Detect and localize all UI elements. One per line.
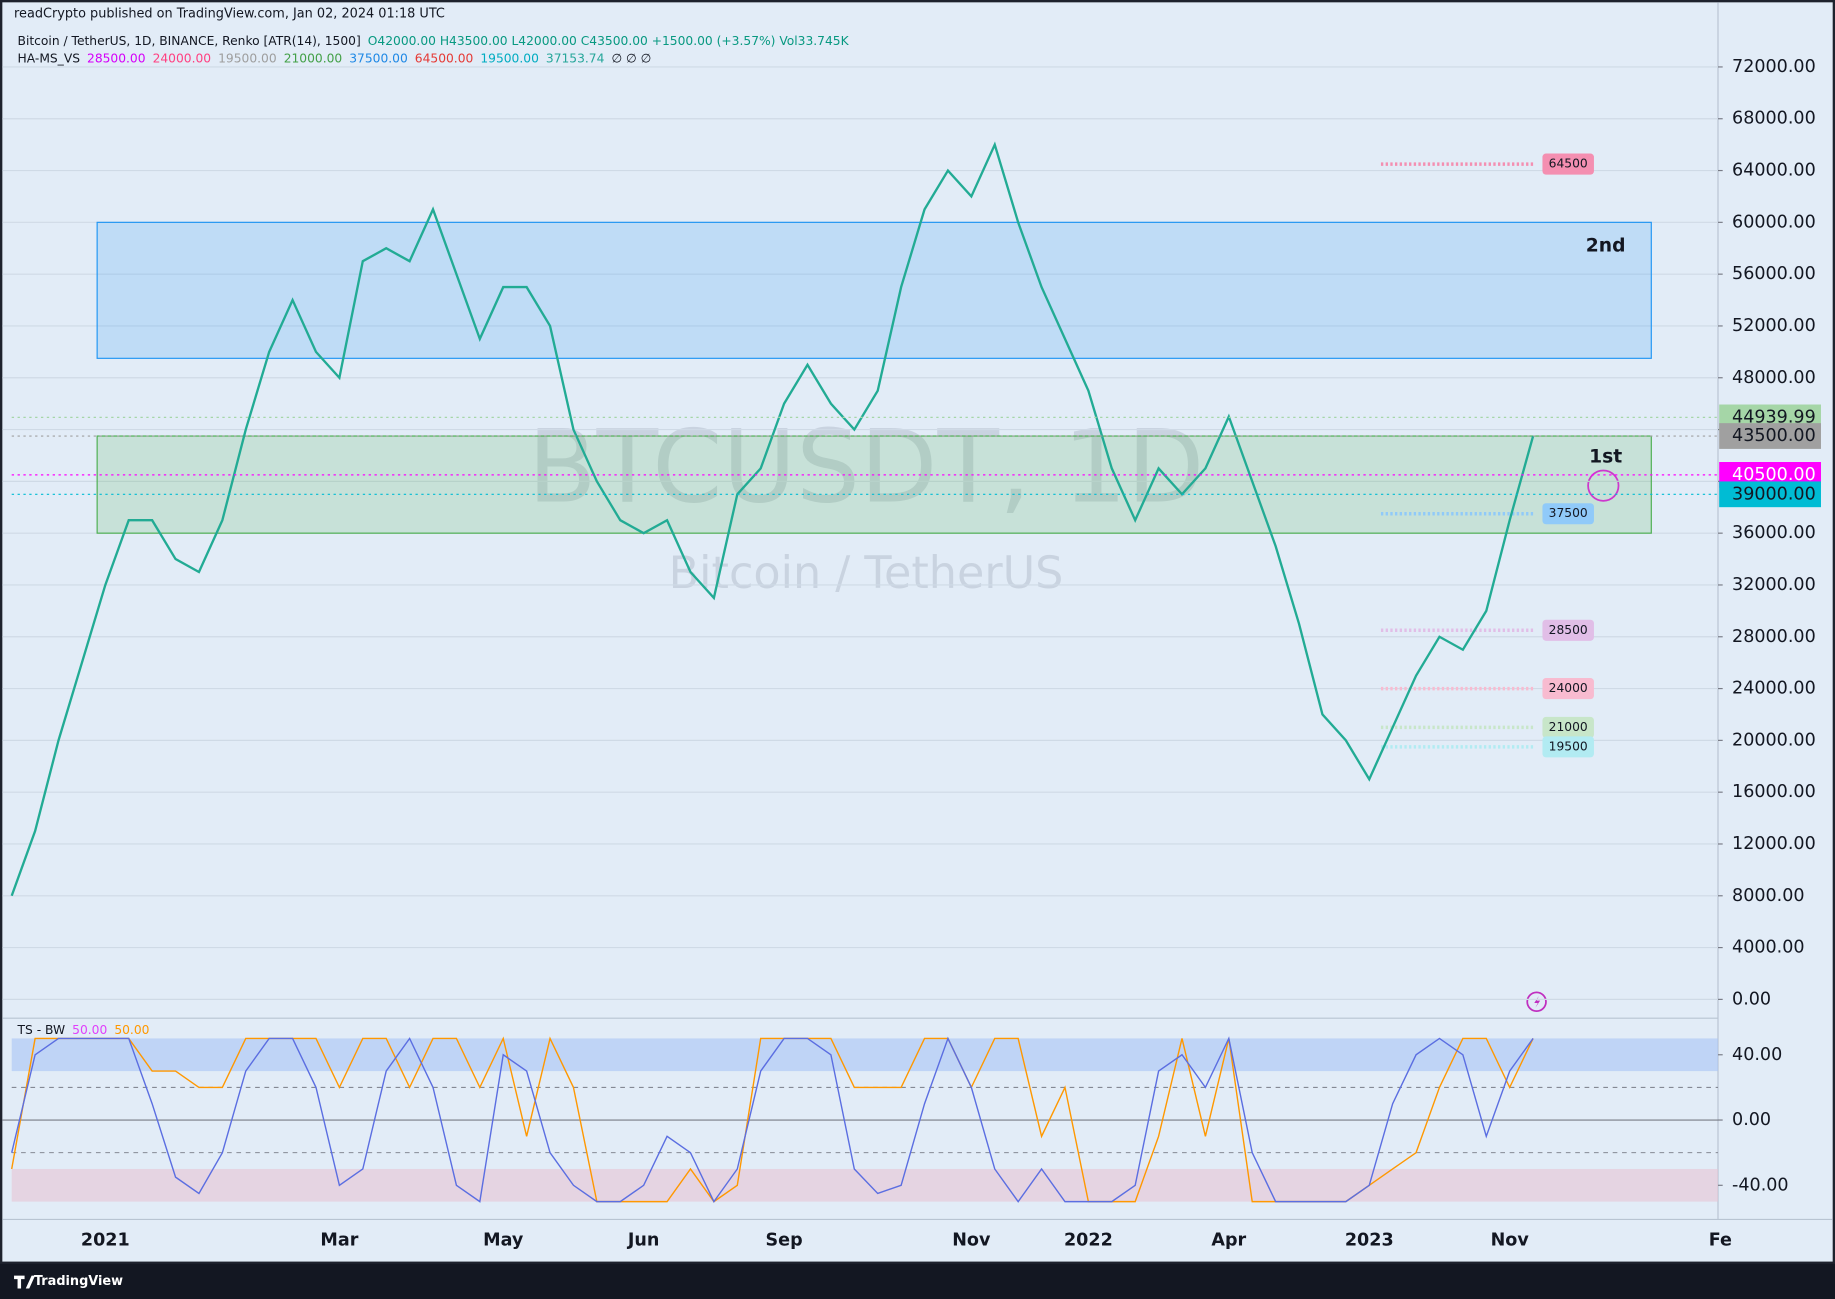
x-tick-label: Fe <box>1709 1231 1732 1251</box>
y-tick-label: 52000.00 <box>1732 316 1816 336</box>
indicator-value: 64500.00 <box>415 51 474 65</box>
y-tick-label: 56000.00 <box>1732 264 1816 284</box>
alert-icon <box>1526 991 1547 1013</box>
indicator-value: 24000.00 <box>153 51 212 65</box>
level-badge-label: 21000 <box>1549 720 1588 734</box>
oscillator-param: 50.00 <box>72 1022 107 1036</box>
x-tick-label: Nov <box>952 1231 991 1251</box>
x-tick-label: Jun <box>627 1231 660 1251</box>
band <box>11 1168 1719 1202</box>
y-tick-label: -40.00 <box>1732 1175 1789 1195</box>
y-tick-label: 0.00 <box>1732 989 1771 1009</box>
price-badge-label: 43500.00 <box>1732 426 1816 446</box>
y-tick-label: 32000.00 <box>1732 575 1816 595</box>
zone <box>96 435 1652 534</box>
symbol-line: Bitcoin / TetherUS, 1D, BINANCE, Renko [… <box>18 33 850 47</box>
x-tick-label: 2023 <box>1345 1231 1394 1251</box>
y-tick-label: 24000.00 <box>1732 679 1816 699</box>
footer-brand: TradingView <box>34 1274 123 1289</box>
indicator-name: HA-MS_VS <box>18 51 81 65</box>
y-tick-label: 68000.00 <box>1732 109 1816 129</box>
level-badge <box>1542 716 1594 738</box>
target-circle <box>1587 469 1620 502</box>
indicator-value: 37153.74 <box>546 51 605 65</box>
y-tick-label: 48000.00 <box>1732 368 1816 388</box>
level-badge <box>1542 678 1594 700</box>
zone-label: 2nd <box>1586 235 1626 256</box>
footer-logo <box>14 1275 36 1289</box>
level-badge <box>1542 153 1594 175</box>
x-tick-label: May <box>483 1231 524 1251</box>
indicator-line: HA-MS_VS 28500.00 24000.00 19500.00 21000.00… <box>18 51 652 65</box>
alert-bolt <box>1534 995 1541 1008</box>
symbol: Bitcoin / TetherUS, 1D, BINANCE, Renko [… <box>18 33 361 47</box>
level-badge <box>1542 736 1594 758</box>
y-tick-label: 28000.00 <box>1732 627 1816 647</box>
y-tick-label: 0.00 <box>1732 1110 1771 1130</box>
oscillator-param: 50.00 <box>114 1022 149 1036</box>
level-badge-label: 37500 <box>1549 506 1588 520</box>
level-badge <box>1542 619 1594 641</box>
indicator-value: 19500.00 <box>480 51 539 65</box>
y-tick-label: 8000.00 <box>1732 886 1805 906</box>
price-badge <box>1719 481 1821 508</box>
indicator-value: 28500.00 <box>87 51 146 65</box>
x-tick-label: Apr <box>1211 1231 1246 1251</box>
x-tick-label: Sep <box>766 1231 803 1251</box>
y-tick-label: 4000.00 <box>1732 938 1805 958</box>
watermark: BTCUSDT, 1D <box>528 408 1205 525</box>
zone <box>96 221 1652 359</box>
level-badge-label: 19500 <box>1549 739 1588 753</box>
indicator-value: 37500.00 <box>349 51 408 65</box>
y-tick-label: 16000.00 <box>1732 782 1816 802</box>
footer-bar <box>0 1263 1835 1299</box>
oscillator-line <box>11 1036 1534 1203</box>
indicator-value: 21000.00 <box>284 51 343 65</box>
x-tick-label: 2022 <box>1064 1231 1113 1251</box>
x-tick-label: Nov <box>1491 1231 1530 1251</box>
x-tick-label: 2021 <box>81 1231 130 1251</box>
published-line: readCrypto published on TradingView.com,… <box>14 7 445 22</box>
level-badge-label: 24000 <box>1549 681 1588 695</box>
oscillator-title: TS - BW <box>17 1022 66 1036</box>
y-tick-label: 40.00 <box>1732 1045 1782 1065</box>
indicator-value: ∅ ∅ ∅ <box>611 51 651 65</box>
band <box>11 1038 1719 1072</box>
level-badge <box>1542 503 1594 525</box>
level-badge-label: 64500 <box>1549 157 1588 171</box>
price-badge-label: 44939.99 <box>1732 407 1816 427</box>
watermark-sub: Bitcoin / TetherUS <box>669 548 1064 599</box>
price-badge-label: 39000.00 <box>1732 484 1816 504</box>
price-badge-label: 40500.00 <box>1732 465 1816 485</box>
x-tick-label: Mar <box>320 1231 358 1251</box>
y-tick-label: 12000.00 <box>1732 834 1816 854</box>
y-tick-label: 36000.00 <box>1732 523 1816 543</box>
zone-label: 1st <box>1589 447 1622 468</box>
ohlc: O42000.00 H43500.00 L42000.00 C43500.00 … <box>368 33 850 47</box>
level-badge-label: 28500 <box>1549 623 1588 637</box>
oscillator-legend: TS - BW 50.00 50.00 <box>17 1022 150 1036</box>
y-tick-label: 20000.00 <box>1732 730 1816 750</box>
y-tick-label: 60000.00 <box>1732 212 1816 232</box>
price-badge <box>1719 423 1821 449</box>
y-tick-label: 72000.00 <box>1732 57 1816 77</box>
indicator-value: 19500.00 <box>218 51 277 65</box>
y-tick-label: 64000.00 <box>1732 161 1816 181</box>
